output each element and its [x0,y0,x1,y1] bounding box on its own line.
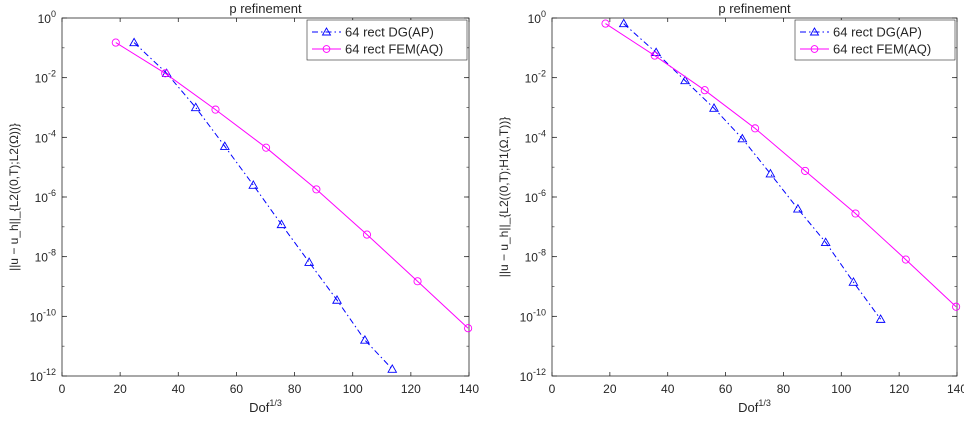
y-tick-label: 10-12 [520,367,546,384]
x-tick-label: 140 [947,382,964,396]
data-point-circle [751,124,760,133]
data-point-triangle [248,180,259,189]
y-tick-label: 10-10 [30,307,56,324]
data-point-circle [650,51,659,60]
legend-marker-triangle [321,27,332,36]
legend-marker-circle [322,45,331,53]
data-point-triangle [792,203,803,213]
plot-area [551,17,958,377]
x-tick-label: 20 [113,382,127,396]
data-point-triangle [709,103,719,112]
x-tick-label: 0 [59,382,66,396]
data-point-circle [312,185,321,194]
data-point-circle [952,302,961,311]
legend-label: 64 rect FEM(AQ) [345,42,443,57]
y-tick-label: 10-8 [525,248,546,265]
x-tick-label: 60 [719,382,733,396]
x-tick-label: 120 [889,382,909,396]
data-point-circle [161,69,170,78]
legend-marker-circle [810,45,819,53]
data-point-circle [851,209,860,218]
legend-box [794,19,956,61]
plot-area [61,17,470,377]
y-axis-label: ||u − u_h||_{L2((0,T);H1(Ω,T))} [497,117,511,278]
data-point-triangle [129,37,140,47]
x-axis-label: Dof1/3 [249,398,282,415]
legend: 64 rect DG(AP) 64 rect FEM(AQ) [306,19,468,61]
data-point-triangle [276,219,287,229]
y-tick-label: 10-8 [35,248,56,265]
series-line-2 [115,42,469,329]
legend-label: 64 rect DG(AP) [345,25,434,40]
legend-label: 64 rect DG(AP) [833,25,922,40]
x-axis-label: Dof1/3 [738,398,771,415]
x-tick-label: 40 [661,382,675,396]
x-tick-label: 20 [603,382,617,396]
x-tick-label: 60 [230,382,244,396]
chart-panel-2: p refinement 0 20 40 60 80 100 120 140 100 10-2 10-… [497,1,964,415]
x-tick-label: 100 [831,382,851,396]
data-point-circle [362,230,372,239]
x-tick-label: 0 [549,382,556,396]
legend-marker-triangle [809,27,820,36]
data-point-triangle [737,133,748,143]
chart-panel-1: p refinement 0 20 40 60 80 100 120 140 100 10-2 10-… [7,1,479,415]
data-point-circle [262,143,271,152]
chart-title: p refinement [718,1,791,16]
data-point-circle [413,277,422,286]
y-tick-label: 10-4 [525,128,546,145]
y-tick-label: 100 [528,9,546,26]
data-point-triangle [304,257,315,266]
y-tick-label: 10-6 [35,188,56,205]
y-tick-label: 10-12 [30,367,56,384]
y-tick-label: 10-2 [525,69,546,86]
data-point-circle [901,255,910,264]
x-tick-label: 40 [172,382,186,396]
data-point-triangle [680,75,691,85]
data-point-triangle [820,237,831,247]
data-point-circle [111,38,120,47]
data-point-circle [601,19,610,28]
chart-title: p refinement [229,1,302,16]
data-point-triangle [875,314,886,323]
data-point-circle [801,166,810,175]
series-line-2 [605,23,957,308]
data-point-triangle [765,168,776,178]
y-tick-label: 10-2 [35,69,56,86]
data-point-triangle [618,18,629,28]
legend-box [306,19,468,61]
data-point-circle [700,86,709,95]
x-tick-label: 140 [459,382,479,396]
data-point-triangle [387,364,398,373]
y-tick-label: 10-6 [525,188,546,205]
data-point-triangle [219,141,230,150]
data-point-triangle [332,294,342,304]
legend: 64 rect DG(AP) 64 rect FEM(AQ) [794,19,956,61]
data-point-circle [464,324,473,333]
data-point-triangle [359,334,370,344]
y-tick-label: 10-4 [35,128,56,145]
x-tick-label: 120 [401,382,421,396]
legend-label: 64 rect FEM(AQ) [833,42,931,57]
series-line-1 [133,42,393,370]
data-point-triangle [190,102,201,112]
x-tick-label: 100 [343,382,363,396]
data-point-circle [211,105,220,114]
data-point-triangle [848,277,859,286]
x-tick-label: 80 [777,382,791,396]
y-axis-label: ||u − u_h||_{L2((0,T);L2(Ω))} [7,123,21,271]
y-tick-label: 10-10 [520,307,546,324]
y-tick-label: 100 [38,9,56,26]
x-tick-label: 80 [288,382,302,396]
